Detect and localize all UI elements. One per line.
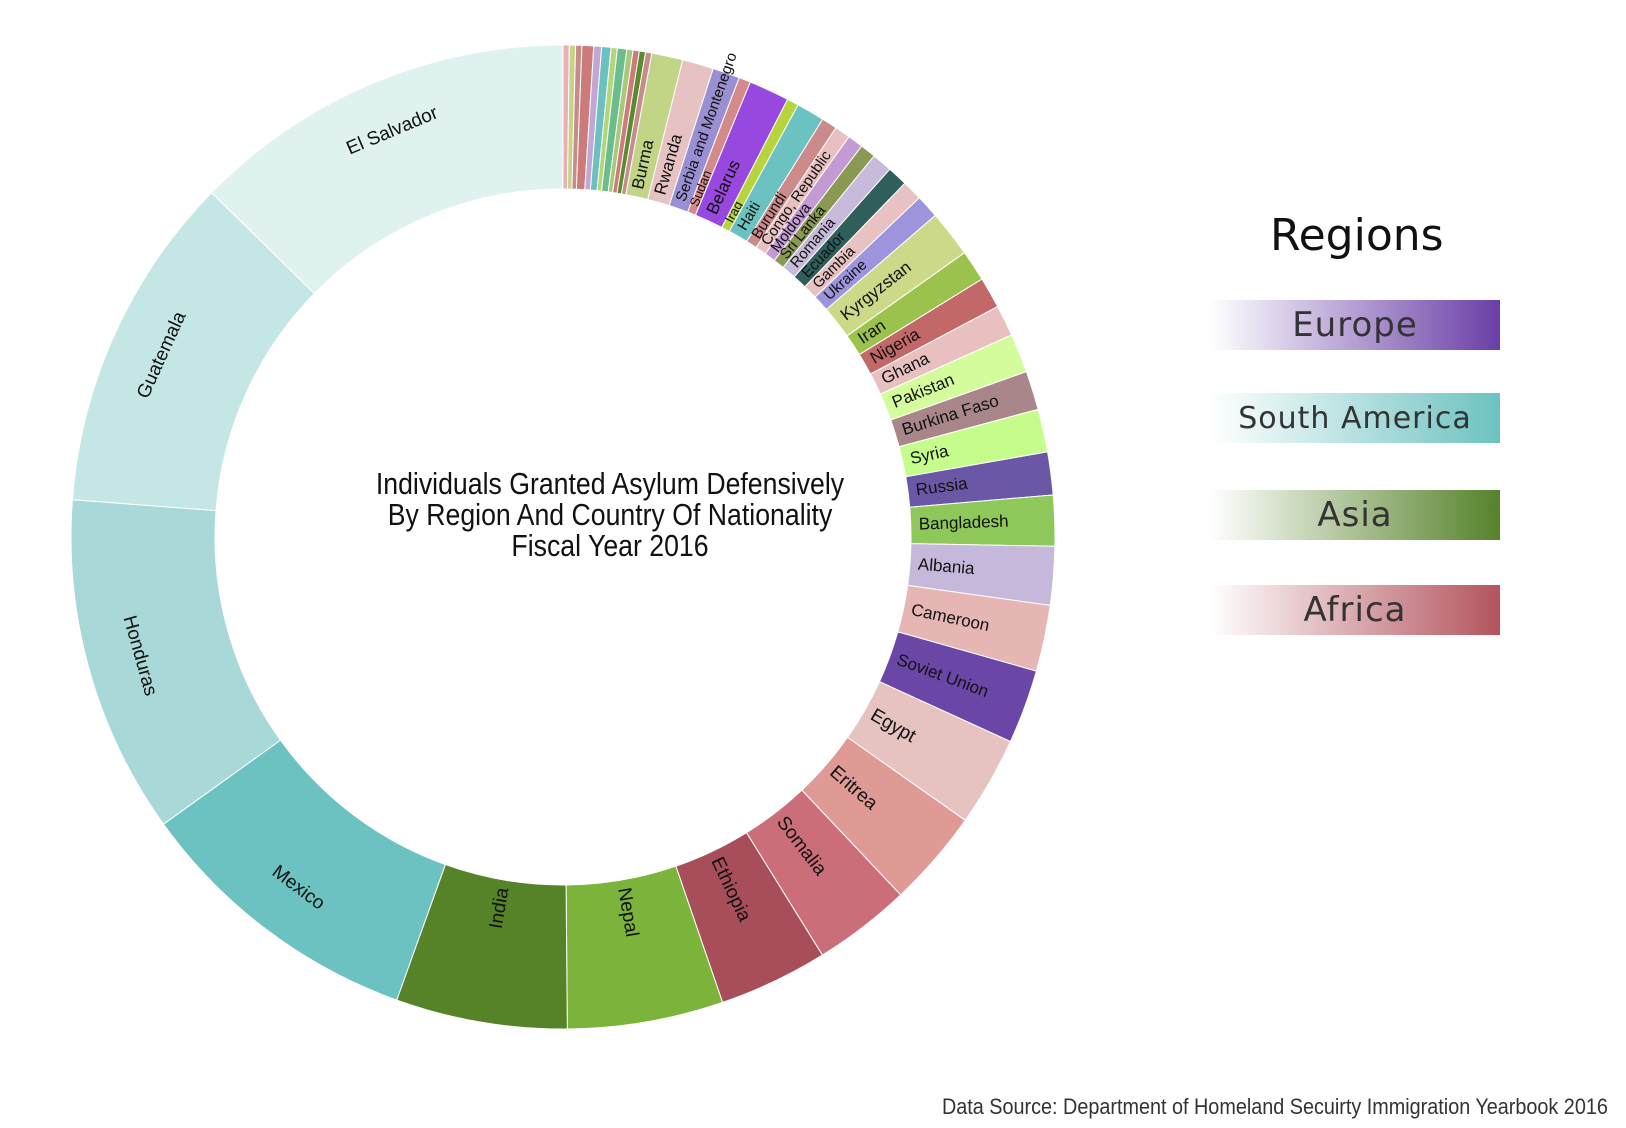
legend-item-europe: Europe bbox=[1210, 300, 1500, 350]
legend-label-europe: Europe bbox=[1292, 305, 1418, 345]
legend-item-south-america: South America bbox=[1210, 393, 1500, 443]
chart-title: Individuals Granted Asylum Defensively B… bbox=[343, 468, 876, 561]
legend-label-africa: Africa bbox=[1303, 590, 1407, 630]
legend-item-africa: Africa bbox=[1210, 585, 1500, 635]
legend-label-asia: Asia bbox=[1317, 495, 1393, 535]
chart-title-line-1: Individuals Granted Asylum Defensively bbox=[375, 466, 845, 501]
chart-title-line-3: Fiscal Year 2016 bbox=[511, 528, 709, 563]
legend-item-asia: Asia bbox=[1210, 490, 1500, 540]
data-source-note: Data Source: Department of Homeland Secu… bbox=[942, 1094, 1608, 1119]
chart-title-line-2: By Region And Country Of Nationality bbox=[387, 497, 833, 532]
legend-label-south-america: South America bbox=[1238, 400, 1472, 436]
slice-label-albania: Albania bbox=[917, 555, 976, 578]
slice-el-salvador bbox=[210, 44, 564, 295]
slice-label-bangladesh: Bangladesh bbox=[918, 512, 1008, 534]
legend-title: Regions bbox=[1270, 210, 1444, 261]
